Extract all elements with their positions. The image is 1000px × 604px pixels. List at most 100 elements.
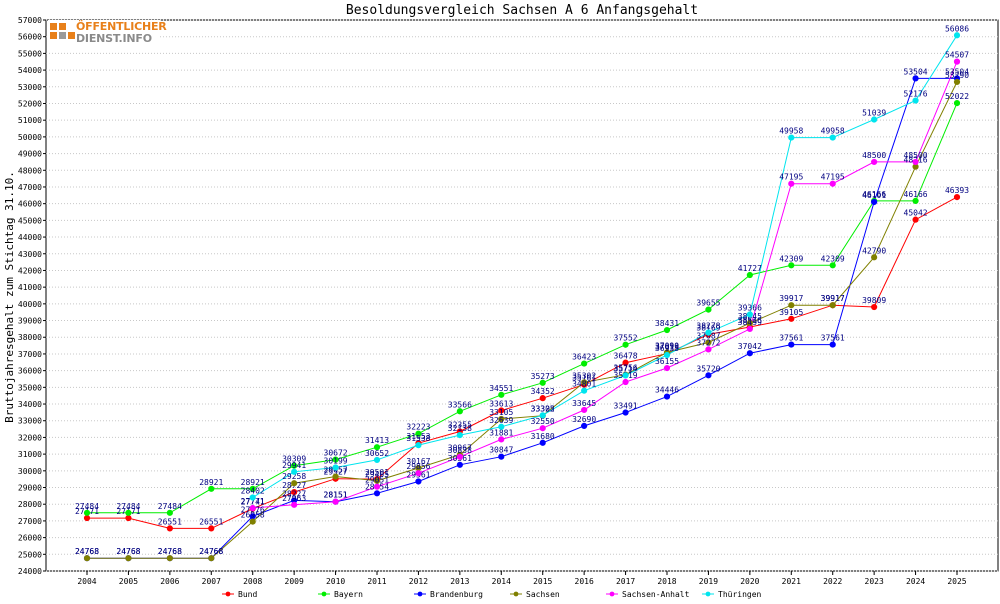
x-tick-label: 2017 bbox=[616, 577, 635, 586]
data-point-bayern bbox=[663, 326, 671, 334]
data-label-bund: 39917 bbox=[821, 294, 845, 303]
data-point-bund bbox=[208, 525, 215, 532]
data-point-bayern bbox=[622, 341, 629, 348]
x-tick-label: 2013 bbox=[450, 577, 469, 586]
data-point-sachsen-anhalt bbox=[539, 425, 546, 432]
data-point-sachsen bbox=[249, 518, 256, 525]
data-label-th-ringen: 30199 bbox=[324, 456, 348, 465]
data-point-brandenburg bbox=[829, 341, 836, 348]
data-label-sachsen: 35756 bbox=[614, 364, 638, 373]
y-tick-label: 44000 bbox=[18, 233, 42, 242]
data-label-sachsen: 29405 bbox=[365, 470, 389, 479]
data-label-th-ringen: 35714 bbox=[614, 364, 638, 373]
data-point-sachsen bbox=[125, 555, 132, 562]
y-tick-label: 39000 bbox=[18, 317, 42, 326]
data-label-sachsen-anhalt: 33645 bbox=[572, 399, 596, 408]
data-point-sachsen bbox=[166, 555, 173, 562]
data-point-brandenburg bbox=[498, 453, 505, 460]
data-point-bayern bbox=[249, 485, 256, 492]
y-tick-label: 48000 bbox=[18, 166, 42, 175]
data-label-bund: 39105 bbox=[779, 308, 803, 317]
logo-text-line2: DIENST.INFO bbox=[76, 32, 152, 45]
data-point-brandenburg bbox=[871, 198, 878, 206]
data-point-sachsen bbox=[953, 78, 961, 86]
x-tick-label: 2019 bbox=[699, 577, 718, 586]
data-point-sachsen-anhalt bbox=[705, 346, 712, 353]
y-tick-label: 27000 bbox=[18, 517, 42, 526]
data-label-th-ringen: 28402 bbox=[241, 486, 265, 495]
y-tick-label: 34000 bbox=[18, 400, 42, 409]
data-label-bayern: 38431 bbox=[655, 319, 679, 328]
series-line-th-ringen bbox=[252, 35, 958, 498]
data-label-sachsen-anhalt: 29051 bbox=[365, 476, 389, 485]
data-point-bund bbox=[125, 514, 132, 522]
data-label-th-ringen: 49958 bbox=[779, 127, 803, 136]
data-label-sachsen: 53290 bbox=[945, 71, 969, 80]
data-label-bund: 29501 bbox=[365, 468, 389, 477]
x-tick-label: 2012 bbox=[409, 577, 428, 586]
data-label-bayern: 33566 bbox=[448, 400, 472, 409]
data-point-th-ringen bbox=[829, 134, 836, 141]
data-point-bund bbox=[539, 395, 546, 402]
data-label-bayern: 27484 bbox=[158, 502, 182, 511]
data-label-sachsen-anhalt: 31881 bbox=[489, 428, 513, 437]
data-label-sachsen: 39917 bbox=[821, 294, 845, 303]
data-label-bund: 35161 bbox=[572, 374, 596, 383]
logo: ÖFFENTLICHER DIENST.INFO bbox=[48, 20, 167, 46]
data-point-bayern bbox=[332, 456, 339, 463]
data-label-sachsen: 42790 bbox=[862, 246, 886, 255]
data-label-th-ringen: 32639 bbox=[489, 416, 513, 425]
data-point-th-ringen bbox=[746, 311, 753, 318]
data-point-sachsen-anhalt bbox=[871, 158, 878, 166]
data-label-brandenburg: 33491 bbox=[614, 402, 638, 411]
x-tick-label: 2005 bbox=[119, 577, 138, 586]
data-label-sachsen-anhalt: 48500 bbox=[862, 151, 886, 160]
data-point-sachsen-anhalt bbox=[953, 58, 961, 65]
logo-square-icon bbox=[59, 23, 66, 30]
y-tick-label: 36000 bbox=[18, 367, 42, 376]
y-tick-label: 35000 bbox=[18, 383, 42, 392]
data-label-bund: 29527 bbox=[324, 468, 348, 477]
legend-marker-bayern bbox=[321, 591, 327, 597]
data-label-bund: 39809 bbox=[862, 296, 886, 305]
data-label-bund: 38169 bbox=[696, 323, 720, 332]
data-point-bund bbox=[912, 216, 919, 223]
data-point-bayern bbox=[498, 391, 505, 398]
data-point-th-ringen bbox=[498, 423, 505, 430]
y-tick-label: 31000 bbox=[18, 450, 42, 459]
data-label-brandenburg: 35720 bbox=[696, 364, 720, 373]
y-tick-label: 49000 bbox=[18, 150, 42, 159]
data-point-bayern bbox=[746, 271, 753, 279]
data-point-th-ringen bbox=[953, 32, 961, 39]
y-tick-label: 32000 bbox=[18, 433, 42, 442]
legend-marker-brandenburg bbox=[417, 591, 423, 597]
y-tick-label: 40000 bbox=[18, 300, 42, 309]
data-label-sachsen: 29258 bbox=[282, 472, 306, 481]
data-label-bayern: 27484 bbox=[116, 502, 140, 511]
x-tick-label: 2021 bbox=[782, 577, 801, 586]
data-label-bayern: 52022 bbox=[945, 92, 969, 101]
data-label-th-ringen: 38278 bbox=[696, 322, 720, 331]
data-label-brandenburg: 53504 bbox=[945, 67, 969, 76]
data-label-sachsen: 37687 bbox=[696, 331, 720, 340]
data-point-th-ringen bbox=[332, 464, 339, 471]
data-point-bund bbox=[622, 359, 629, 366]
data-label-sachsen: 37090 bbox=[655, 341, 679, 350]
logo-square-icon bbox=[50, 32, 57, 39]
data-label-sachsen-anhalt: 47195 bbox=[821, 173, 845, 182]
data-label-sachsen: 26958 bbox=[241, 511, 265, 520]
data-point-bayern bbox=[83, 509, 91, 516]
data-label-th-ringen: 31538 bbox=[406, 434, 430, 443]
data-label-bund: 34352 bbox=[531, 387, 555, 396]
y-tick-label: 45000 bbox=[18, 216, 42, 225]
data-point-sachsen bbox=[83, 555, 91, 562]
data-label-sachsen-anhalt: 54507 bbox=[945, 51, 969, 60]
data-point-sachsen-anhalt bbox=[622, 378, 629, 386]
x-tick-label: 2011 bbox=[367, 577, 386, 586]
data-point-th-ringen bbox=[456, 432, 463, 439]
data-point-sachsen-anhalt bbox=[912, 158, 919, 166]
legend-label-brandenburg: Brandenburg bbox=[430, 590, 483, 599]
data-label-sachsen: 35302 bbox=[572, 371, 596, 380]
data-point-brandenburg bbox=[788, 341, 795, 348]
